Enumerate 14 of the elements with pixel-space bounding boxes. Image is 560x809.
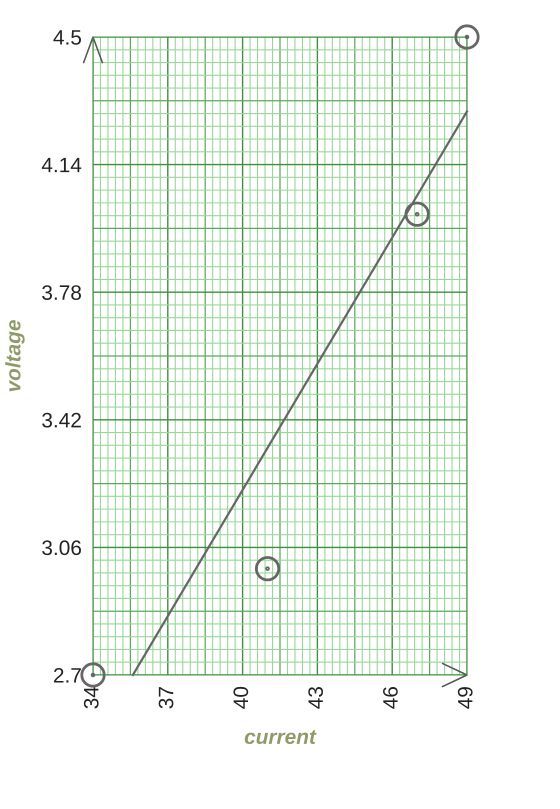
x-tick-label: 43 [308,687,323,709]
x-tick-label: 37 [158,687,174,708]
y-tick-label: 3.42 [42,412,81,428]
y-axis-title: voltage [5,320,25,392]
y-tick-label: 2.7 [54,668,81,683]
x-tick-label: 34 [84,686,99,708]
y-tick-label: 3.06 [42,540,81,556]
x-tick-label: 40 [233,686,248,709]
x-tick-label: 49 [458,687,473,709]
x-axis-title: current [244,730,317,744]
y-tick-label: 4.5 [53,30,82,45]
x-tick-label: 46 [383,687,398,709]
y-tick-label: 3.78 [42,285,81,300]
y-tick-label: 4.14 [42,158,82,172]
